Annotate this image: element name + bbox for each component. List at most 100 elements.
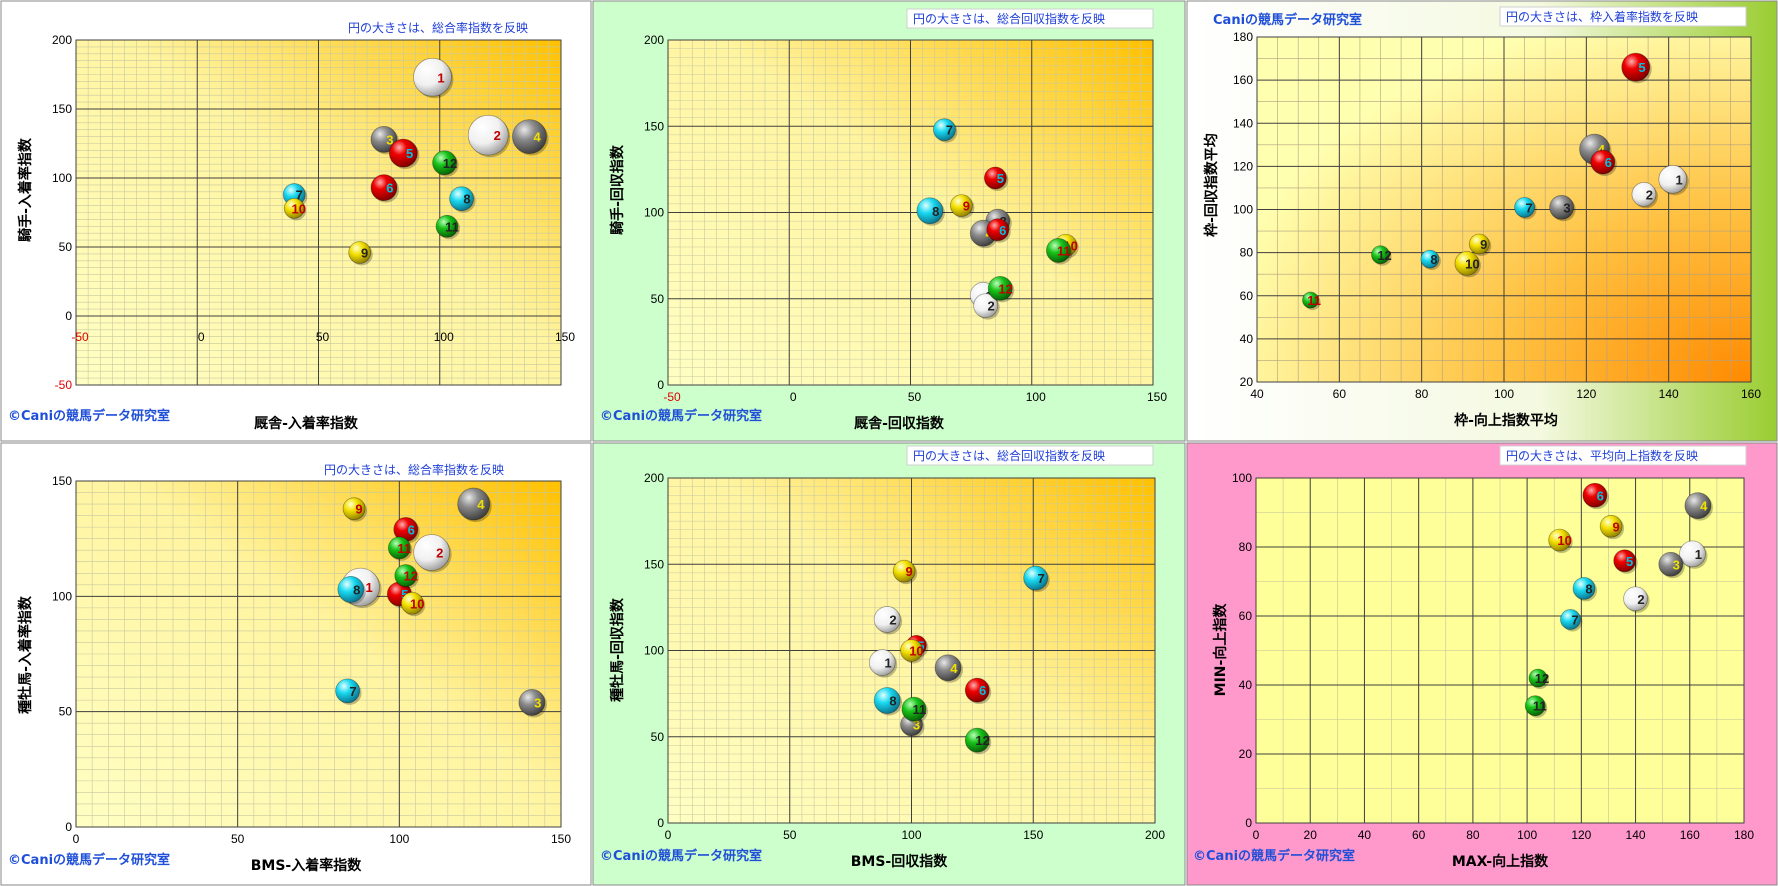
y-tick-label: 100 — [52, 589, 72, 603]
data-point-marker — [457, 487, 491, 521]
data-point-label: 2 — [987, 299, 994, 314]
data-point-marker — [1631, 182, 1657, 207]
data-point: 7 — [335, 678, 362, 705]
data-point-label: 6 — [999, 223, 1006, 238]
copyright-label: ©Caniの競馬データ研究室 — [8, 408, 170, 424]
data-point: 2 — [1623, 586, 1650, 613]
data-point-marker — [400, 591, 424, 615]
data-point: 4 — [457, 487, 492, 523]
data-point-label: 2 — [494, 128, 501, 143]
data-point-marker — [1420, 249, 1440, 269]
data-point-marker — [1658, 164, 1688, 194]
x-axis-title: 枠-向上指数平均 — [1454, 412, 1558, 429]
y-tick-label: 120 — [1233, 159, 1253, 173]
x-tick-label: 140 — [1659, 387, 1679, 401]
x-tick-label: 100 — [434, 330, 454, 344]
data-point: 8 — [1420, 249, 1441, 271]
data-point: 12 — [1528, 668, 1549, 690]
data-point-label: 9 — [1480, 237, 1487, 252]
data-point: 9 — [1468, 233, 1492, 256]
x-tick-label: 150 — [1023, 828, 1043, 842]
y-tick-label: 180 — [1233, 30, 1253, 44]
data-point: 11 — [1302, 291, 1321, 311]
data-point-label: 8 — [889, 694, 896, 709]
data-point-marker — [934, 654, 962, 682]
x-tick-label: 140 — [1626, 828, 1646, 842]
data-point: 12 — [964, 727, 992, 755]
y-axis-title: 種牡馬-回収指数 — [609, 597, 626, 702]
data-point-marker — [1658, 551, 1684, 577]
chart-4: 0 50 100 150 0 50 100 150 BMS-入着率指数 種牡馬-入着率指数 円の大き… — [8, 462, 571, 874]
tick-labels: 0 50 100 150 200 0 50 100 150 200 — [644, 471, 1165, 842]
chart-2: -50 0 50 100 150050100150200厩舎-回収指数騎手-回収指数円の… — [600, 8, 1167, 432]
y-tick-label: 100 — [1232, 471, 1252, 485]
data-point: 3 — [518, 689, 547, 718]
x-tick-label: 150 — [1147, 390, 1167, 404]
chart-1: -50 0 50 100 150 -50 0 50 100 150 200 厩舎-入着率指数 騎手-入着… — [8, 20, 575, 432]
x-tick-label: 120 — [1576, 387, 1596, 401]
data-point-marker — [1023, 565, 1049, 591]
x-tick-label: 40 — [1358, 828, 1372, 842]
x-axis-title: BMS-回収指数 — [851, 853, 948, 870]
data-point-marker — [1599, 514, 1623, 538]
copyright-label: ©Caniの競馬データ研究室 — [8, 852, 170, 868]
data-point-marker — [1572, 577, 1596, 600]
x-tick-label: 100 — [1517, 828, 1537, 842]
data-point: 5 — [983, 166, 1009, 191]
data-point-label: 2 — [436, 546, 443, 561]
y-tick-label: 60 — [1239, 609, 1253, 623]
y-tick-label: 60 — [1240, 289, 1254, 303]
data-point: 2 — [873, 606, 903, 635]
y-axis-title: 種牡馬-入着率指数 — [17, 595, 34, 714]
x-tick-label: 160 — [1680, 828, 1700, 842]
data-point-marker — [449, 186, 474, 212]
data-point-marker — [964, 677, 990, 703]
y-tick-label: 0 — [1245, 816, 1252, 830]
y-tick-label: 160 — [1233, 73, 1253, 87]
y-axis-title: MIN-向上指数 — [1212, 603, 1229, 697]
data-point-label: 3 — [913, 718, 920, 733]
data-point: 9 — [342, 497, 368, 522]
data-point-marker — [348, 241, 372, 264]
data-point-marker — [1623, 586, 1648, 612]
y-tick-label: 100 — [1233, 203, 1253, 217]
data-point-label: 4 — [477, 497, 485, 512]
tick-labels: -50 0 50 100 150 -50 0 50 100 150 200 — [52, 33, 575, 392]
data-point-label: 2 — [889, 612, 896, 627]
data-point-label: 9 — [963, 199, 970, 214]
data-point-label: 7 — [946, 123, 953, 138]
data-point-marker — [1613, 549, 1637, 573]
data-point: 5 — [1613, 549, 1638, 574]
data-point-label: 12 — [1535, 671, 1549, 686]
data-point: 9 — [1599, 514, 1625, 540]
y-tick-label: 140 — [1233, 116, 1253, 130]
x-axis-title: BMS-入着率指数 — [251, 857, 362, 874]
data-point-marker — [387, 536, 411, 560]
data-point: 12 — [987, 275, 1015, 303]
data-point-marker — [1046, 238, 1071, 263]
data-point-marker — [1684, 492, 1712, 520]
y-tick-label: 200 — [52, 33, 72, 47]
major-grid — [667, 39, 1154, 386]
data-point: 3 — [1658, 551, 1685, 579]
data-point-marker — [432, 150, 458, 176]
major-grid — [1256, 36, 1752, 383]
data-point-marker — [1468, 233, 1490, 255]
y-tick-label: 20 — [1239, 747, 1253, 761]
copyright-label: ©Caniの競馬データ研究室 — [600, 408, 762, 424]
data-point-marker — [1621, 52, 1651, 82]
x-axis-title: 厩舎-回収指数 — [854, 415, 945, 432]
data-point: 4 — [934, 654, 964, 683]
x-tick-label: 200 — [1145, 828, 1165, 842]
data-point-label: 8 — [932, 204, 939, 219]
chart-5: 0 50 100 150 200 0 50 100 150 200 BMS-回収指数 種牡馬-回収指数… — [600, 445, 1165, 870]
data-point-marker — [987, 275, 1013, 301]
data-point-label: 11 — [1307, 293, 1321, 308]
data-point-label: 11 — [445, 219, 459, 234]
data-point-marker — [388, 138, 418, 168]
